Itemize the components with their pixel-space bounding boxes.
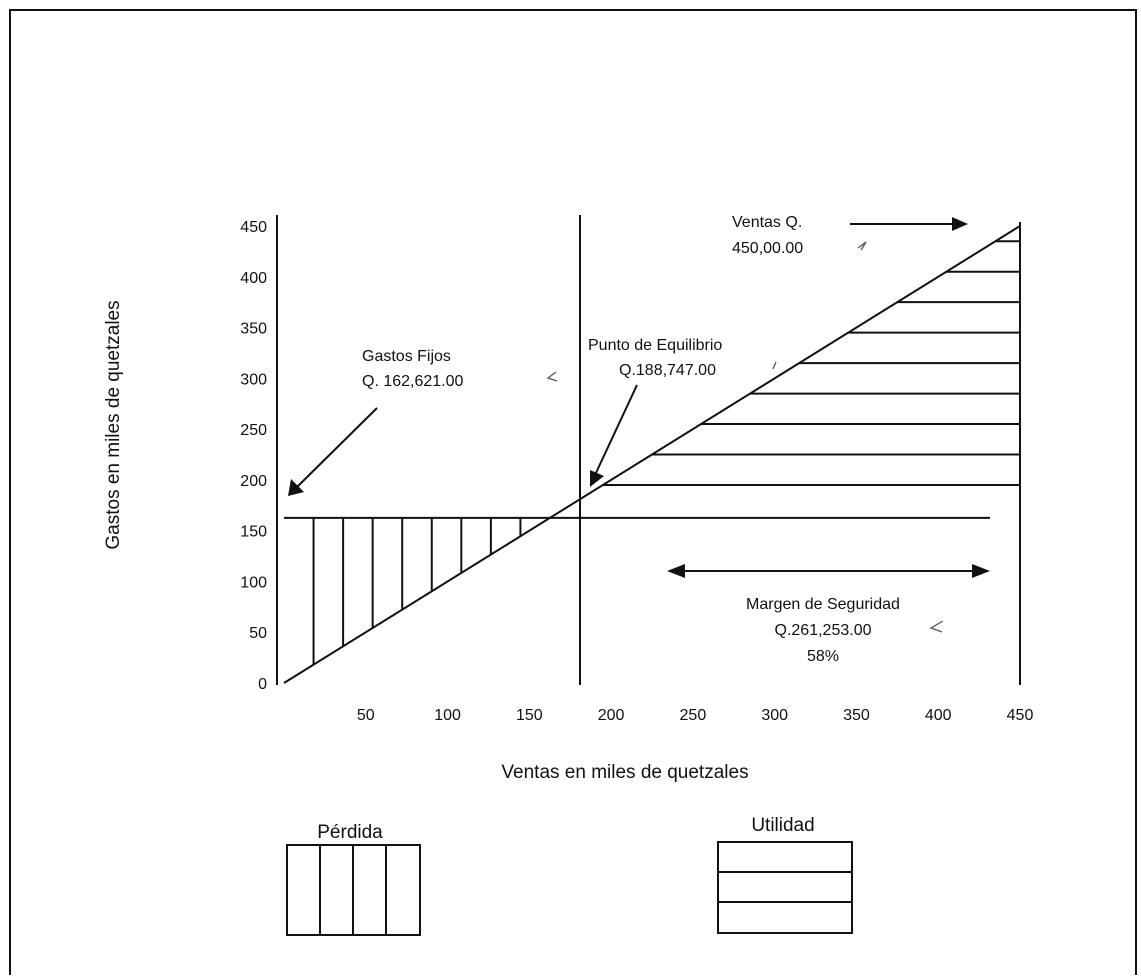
x-tick-label: 100 xyxy=(434,707,461,724)
break-even-annotation-line1: Punto de Equilibrio xyxy=(588,337,722,354)
y-tick-label: 300 xyxy=(240,371,267,388)
y-axis-label: Gastos en miles de quetzales xyxy=(103,300,124,549)
safety-margin-arrowhead-left xyxy=(667,564,685,578)
x-tick-label: 300 xyxy=(761,707,788,724)
safety-margin-annotation-line1: Margen de Seguridad xyxy=(746,596,900,613)
y-tick-label: 250 xyxy=(240,422,267,439)
x-tick-label: 200 xyxy=(598,707,625,724)
profit-hatching xyxy=(602,240,1020,486)
break-even-annotation-line2: Q.188,747.00 xyxy=(619,362,716,379)
sales-annotation-arrowhead xyxy=(952,217,968,231)
sales-line xyxy=(283,225,1021,684)
y-tick-label: 450 xyxy=(240,219,267,236)
x-tick-label: 250 xyxy=(680,707,707,724)
safety-margin-annotation-line3: 58% xyxy=(807,648,839,665)
y-tick-label: 350 xyxy=(240,321,267,338)
sales-annotation-line1: Ventas Q. xyxy=(732,214,802,231)
loss-hatching xyxy=(312,517,522,665)
y-tick-label: 100 xyxy=(240,574,267,591)
sales-annotation-line2: 450,00.00 xyxy=(732,240,803,257)
pen-mark xyxy=(772,361,777,370)
y-tick-label: 50 xyxy=(249,625,267,642)
pen-mark xyxy=(546,371,558,382)
y-tick-label: 400 xyxy=(240,270,267,287)
legend-profit-box xyxy=(717,841,853,934)
break-even-annotation-arrow xyxy=(594,384,638,476)
figure-frame xyxy=(9,9,1137,975)
y-tick-label: 0 xyxy=(258,676,267,693)
fixed-costs-annotation-arrow xyxy=(295,407,378,489)
x-tick-labels: 50 100 150 200 250 300 350 400 450 xyxy=(357,707,1034,724)
safety-margin-arrowhead-right xyxy=(972,564,990,578)
x-tick-label: 350 xyxy=(843,707,870,724)
y-tick-label: 200 xyxy=(240,473,267,490)
legend-profit-label: Utilidad xyxy=(751,815,814,836)
y-tick-label: 150 xyxy=(240,524,267,541)
x-tick-label: 400 xyxy=(925,707,952,724)
x-tick-label: 450 xyxy=(1007,707,1034,724)
pen-mark xyxy=(929,620,944,633)
break-even-annotation-arrowhead xyxy=(590,470,604,487)
x-tick-label: 150 xyxy=(516,707,543,724)
fixed-costs-annotation-line1: Gastos Fijos xyxy=(362,348,451,365)
legend-loss-label: Pérdida xyxy=(317,822,383,843)
fixed-costs-annotation-line2: Q. 162,621.00 xyxy=(362,373,464,390)
x-axis-label: Ventas en miles de quetzales xyxy=(501,762,748,783)
x-tick-label: 50 xyxy=(357,707,375,724)
y-tick-labels: 0 50 100 150 200 250 300 350 400 450 xyxy=(240,219,267,693)
pen-mark xyxy=(857,241,867,251)
fixed-costs-annotation-arrowhead xyxy=(288,479,304,496)
safety-margin-annotation-line2: Q.261,253.00 xyxy=(775,622,872,639)
